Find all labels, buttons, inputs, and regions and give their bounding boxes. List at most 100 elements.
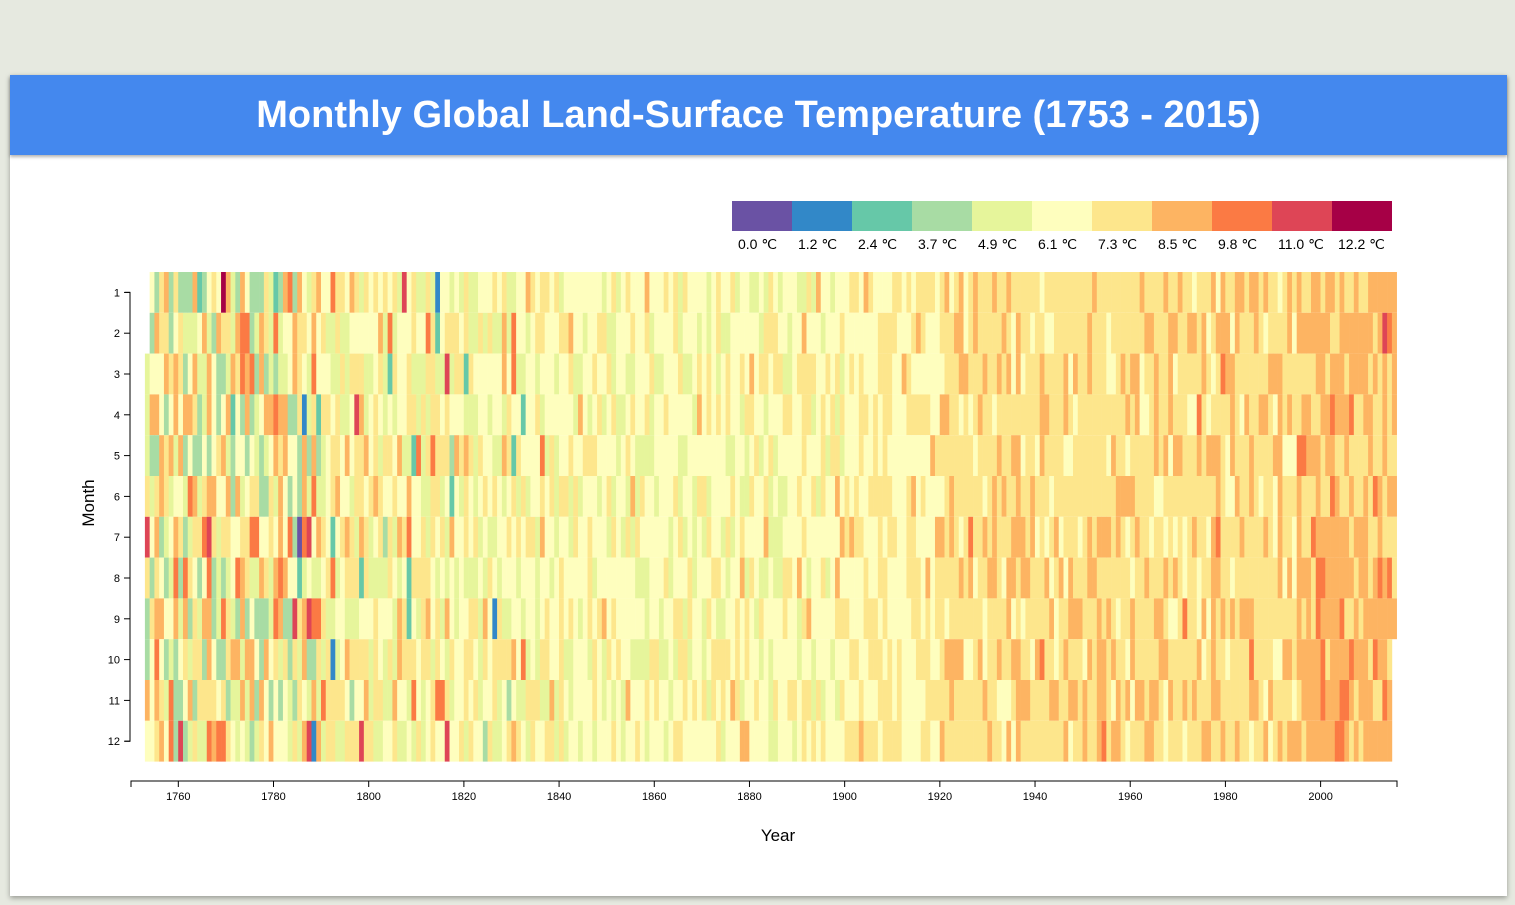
heatmap-cell — [620, 394, 626, 436]
heatmap-cell — [906, 516, 912, 558]
heatmap-cell — [349, 353, 355, 395]
heatmap-cell — [492, 639, 498, 680]
heatmap-cell — [925, 557, 931, 599]
heatmap-cell — [1268, 272, 1274, 313]
heatmap-cell — [806, 557, 812, 599]
heatmap-cell — [501, 476, 507, 517]
heatmap-cell — [468, 720, 474, 762]
heatmap-cell — [568, 476, 574, 517]
heatmap-cell — [544, 435, 550, 476]
heatmap-cell — [1353, 720, 1359, 762]
heatmap-cell — [749, 680, 755, 721]
heatmap-cell — [730, 312, 736, 354]
heatmap-cell — [316, 639, 322, 680]
heatmap-cell — [492, 720, 498, 762]
legend-swatch — [1152, 201, 1212, 231]
heatmap-cell — [1353, 272, 1359, 313]
heatmap-cell — [949, 680, 955, 721]
heatmap-cell — [249, 353, 255, 395]
heatmap-cell — [382, 435, 388, 476]
heatmap-cell — [1163, 516, 1169, 558]
heatmap-cell — [1101, 720, 1107, 762]
heatmap-cell — [1358, 435, 1364, 476]
heatmap-cell — [506, 353, 512, 395]
heatmap-cell — [468, 272, 474, 313]
heatmap-cell — [449, 680, 455, 721]
heatmap-cell — [206, 557, 212, 599]
heatmap-cell — [1268, 476, 1274, 517]
heatmap-cell — [240, 272, 246, 313]
heatmap-cell — [278, 394, 284, 436]
heatmap-cell — [777, 353, 783, 395]
heatmap-cell — [754, 272, 760, 313]
heatmap-cell — [249, 476, 255, 517]
heatmap-cell — [1315, 272, 1321, 313]
heatmap-cell — [835, 639, 841, 680]
heatmap-cell — [1020, 720, 1026, 762]
heatmap-cell — [644, 312, 650, 354]
heatmap-cell — [1387, 720, 1393, 762]
heatmap-cell — [1372, 353, 1378, 395]
heatmap-cell — [454, 557, 460, 599]
heatmap-cell — [1349, 639, 1355, 680]
heatmap-cell — [663, 680, 669, 721]
heatmap-cell — [887, 272, 893, 313]
heatmap-cell — [844, 476, 850, 517]
heatmap-cell — [682, 639, 688, 680]
heatmap-cell — [1168, 557, 1174, 599]
heatmap-cell — [349, 720, 355, 762]
heatmap-cell — [254, 272, 260, 313]
heatmap-cell — [1011, 476, 1017, 517]
heatmap-cell — [568, 720, 574, 762]
heatmap-cell — [425, 272, 431, 313]
heatmap-cell — [954, 557, 960, 599]
heatmap-cell — [901, 639, 907, 680]
heatmap-cell — [592, 680, 598, 721]
heatmap-cell — [392, 680, 398, 721]
heatmap-cell — [159, 476, 165, 517]
heatmap-cell — [1339, 680, 1345, 721]
heatmap-cell — [887, 435, 893, 476]
heatmap-cell — [977, 312, 983, 354]
heatmap-cell — [554, 720, 560, 762]
heatmap-cell — [401, 312, 407, 354]
heatmap-cell — [530, 598, 536, 640]
heatmap-cell — [435, 353, 441, 395]
heatmap-cell — [1058, 435, 1064, 476]
heatmap-cell — [854, 516, 860, 558]
heatmap-cell — [1044, 435, 1050, 476]
heatmap-cell — [154, 680, 160, 721]
heatmap-cell — [1034, 353, 1040, 395]
heatmap-cell — [1211, 639, 1217, 680]
heatmap-cell — [1115, 680, 1121, 721]
heatmap-cell — [463, 476, 469, 517]
heatmap-cell — [973, 639, 979, 680]
heatmap-cell — [530, 353, 536, 395]
heatmap-cell — [1006, 394, 1012, 436]
heatmap-cell — [877, 476, 883, 517]
heatmap-cell — [1082, 680, 1088, 721]
heatmap-cell — [539, 720, 545, 762]
heatmap-cell — [554, 272, 560, 313]
heatmap-cell — [716, 516, 722, 558]
heatmap-cell — [801, 312, 807, 354]
heatmap-cell — [1063, 312, 1069, 354]
heatmap-cell — [1234, 272, 1240, 313]
heatmap-cell — [330, 680, 336, 721]
heatmap-cell — [578, 476, 584, 517]
heatmap-cell — [906, 720, 912, 762]
heatmap-cell — [1053, 435, 1060, 476]
heatmap-cell — [801, 272, 807, 313]
heatmap-cell — [1249, 639, 1255, 680]
heatmap-cell — [1001, 394, 1007, 436]
heatmap-cell — [454, 272, 460, 313]
heatmap-cell — [192, 598, 198, 640]
heatmap-cell — [202, 353, 208, 395]
heatmap-cell — [620, 312, 626, 354]
heatmap-cell — [1310, 639, 1317, 680]
heatmap-cell — [987, 394, 993, 436]
heatmap-cell — [849, 680, 855, 721]
heatmap-cell — [520, 353, 526, 395]
heatmap-cell — [435, 557, 441, 599]
heatmap-cell — [601, 353, 607, 395]
